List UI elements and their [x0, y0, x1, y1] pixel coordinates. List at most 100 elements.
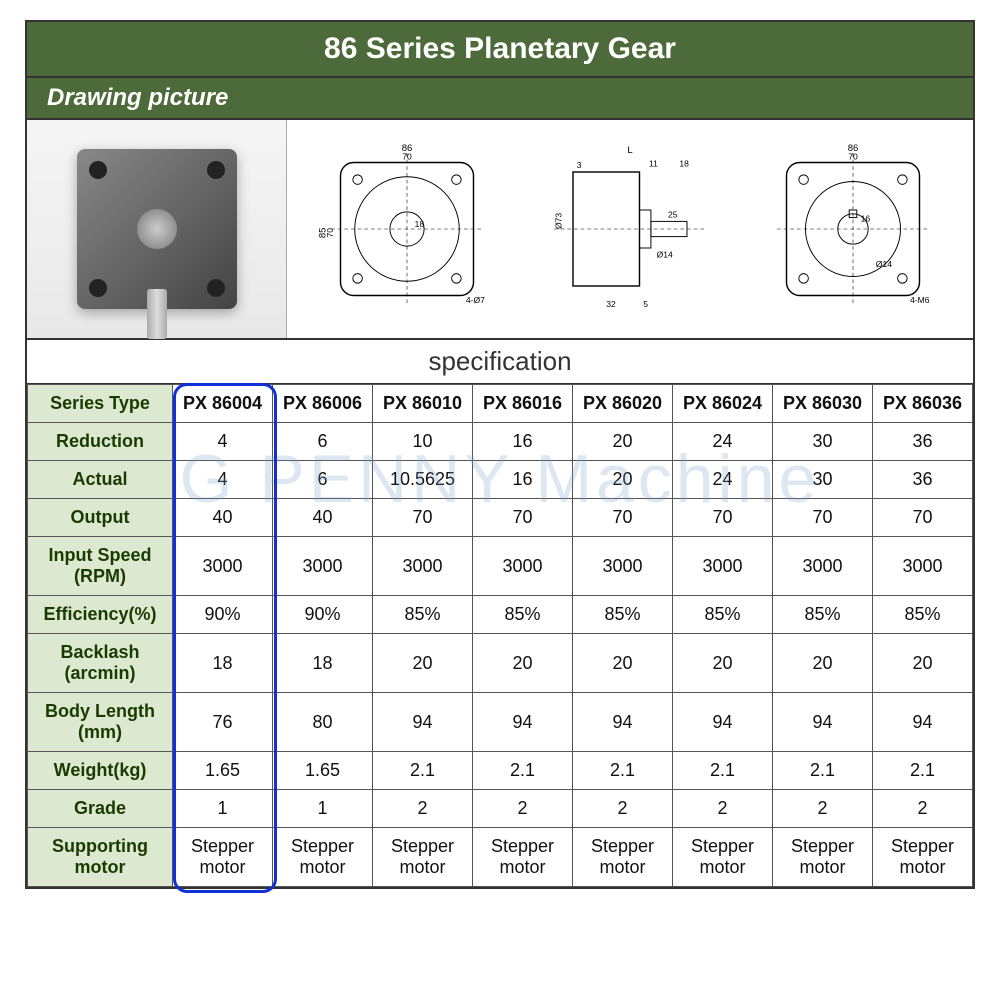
cell: PX 86004 — [173, 385, 273, 423]
cell: 20 — [773, 634, 873, 693]
cell: Stepper motor — [373, 828, 473, 887]
svg-text:5: 5 — [643, 299, 648, 309]
cell: 70 — [473, 499, 573, 537]
cell: 4 — [173, 461, 273, 499]
drawing-front: 86 70 85 70 4-Ø7 18 — [312, 134, 502, 324]
product-photo — [27, 120, 287, 338]
svg-text:32: 32 — [606, 299, 616, 309]
cell: PX 86010 — [373, 385, 473, 423]
svg-text:Ø73: Ø73 — [554, 213, 564, 229]
cell: 30 — [773, 461, 873, 499]
cell: 85% — [373, 596, 473, 634]
cell: 70 — [773, 499, 873, 537]
cell: 94 — [773, 693, 873, 752]
cell: Stepper motor — [573, 828, 673, 887]
svg-text:18: 18 — [679, 158, 689, 168]
row-label: Reduction — [28, 423, 173, 461]
cell: Stepper motor — [173, 828, 273, 887]
svg-text:18: 18 — [414, 219, 424, 229]
cell: 18 — [173, 634, 273, 693]
cell: 2.1 — [373, 752, 473, 790]
cell: 10 — [373, 423, 473, 461]
cell: 94 — [473, 693, 573, 752]
cell: 85% — [573, 596, 673, 634]
cell: 70 — [373, 499, 473, 537]
cell: 94 — [373, 693, 473, 752]
cell: PX 86020 — [573, 385, 673, 423]
cell: 20 — [473, 634, 573, 693]
cell: 20 — [573, 634, 673, 693]
row-label: Grade — [28, 790, 173, 828]
cell: PX 86036 — [873, 385, 973, 423]
cell: 16 — [473, 423, 573, 461]
svg-text:L: L — [627, 145, 632, 156]
svg-text:25: 25 — [668, 210, 678, 220]
cell: 40 — [273, 499, 373, 537]
cell: 85% — [473, 596, 573, 634]
cell: Stepper motor — [873, 828, 973, 887]
cell: PX 86006 — [273, 385, 373, 423]
gear-render — [77, 149, 237, 309]
cell: 1.65 — [173, 752, 273, 790]
cell: 16 — [473, 461, 573, 499]
technical-drawings: 86 70 85 70 4-Ø7 18 L 11 18 3 25 Ø73 Ø14 — [287, 120, 973, 338]
cell: 2.1 — [673, 752, 773, 790]
cell: 2 — [373, 790, 473, 828]
drawing-row: 86 70 85 70 4-Ø7 18 L 11 18 3 25 Ø73 Ø14 — [27, 120, 973, 340]
cell: 85% — [873, 596, 973, 634]
cell: 36 — [873, 423, 973, 461]
row-label: Input Speed (RPM) — [28, 537, 173, 596]
cell: 94 — [573, 693, 673, 752]
row-label: Weight(kg) — [28, 752, 173, 790]
cell: 24 — [673, 461, 773, 499]
cell: 3000 — [273, 537, 373, 596]
cell: 40 — [173, 499, 273, 537]
svg-text:4-M6: 4-M6 — [910, 295, 930, 305]
cell: 20 — [673, 634, 773, 693]
cell: 24 — [673, 423, 773, 461]
cell: 3000 — [573, 537, 673, 596]
cell: 70 — [673, 499, 773, 537]
cell: Stepper motor — [273, 828, 373, 887]
cell: 20 — [573, 461, 673, 499]
cell: 70 — [573, 499, 673, 537]
cell: 2 — [673, 790, 773, 828]
cell: 90% — [273, 596, 373, 634]
svg-text:Ø14: Ø14 — [876, 259, 892, 269]
svg-text:Ø14: Ø14 — [657, 250, 673, 260]
section-subtitle: Drawing picture — [27, 78, 973, 120]
svg-text:3: 3 — [577, 160, 582, 170]
cell: 2 — [773, 790, 873, 828]
cell: PX 86024 — [673, 385, 773, 423]
cell: 2 — [473, 790, 573, 828]
row-label: Efficiency(%) — [28, 596, 173, 634]
cell: 2.1 — [873, 752, 973, 790]
cell: 94 — [873, 693, 973, 752]
cell: 1.65 — [273, 752, 373, 790]
cell: 3000 — [173, 537, 273, 596]
cell: Stepper motor — [473, 828, 573, 887]
cell: 3000 — [873, 537, 973, 596]
cell: 18 — [273, 634, 373, 693]
spec-sheet: 86 Series Planetary Gear Drawing picture — [25, 20, 975, 889]
page-title: 86 Series Planetary Gear — [27, 22, 973, 78]
row-label: Body Length (mm) — [28, 693, 173, 752]
cell: PX 86030 — [773, 385, 873, 423]
row-label: Supporting motor — [28, 828, 173, 887]
cell: 3000 — [373, 537, 473, 596]
row-label: Series Type — [28, 385, 173, 423]
cell: 2 — [573, 790, 673, 828]
row-label: Actual — [28, 461, 173, 499]
cell: 6 — [273, 423, 373, 461]
cell: 3000 — [473, 537, 573, 596]
svg-text:70: 70 — [325, 228, 335, 238]
cell: 90% — [173, 596, 273, 634]
cell: 20 — [573, 423, 673, 461]
cell: 3000 — [673, 537, 773, 596]
cell: 85% — [773, 596, 873, 634]
svg-text:16: 16 — [861, 213, 871, 223]
svg-text:4-Ø7: 4-Ø7 — [466, 295, 485, 305]
row-label: Backlash (arcmin) — [28, 634, 173, 693]
cell: 30 — [773, 423, 873, 461]
cell: PX 86016 — [473, 385, 573, 423]
